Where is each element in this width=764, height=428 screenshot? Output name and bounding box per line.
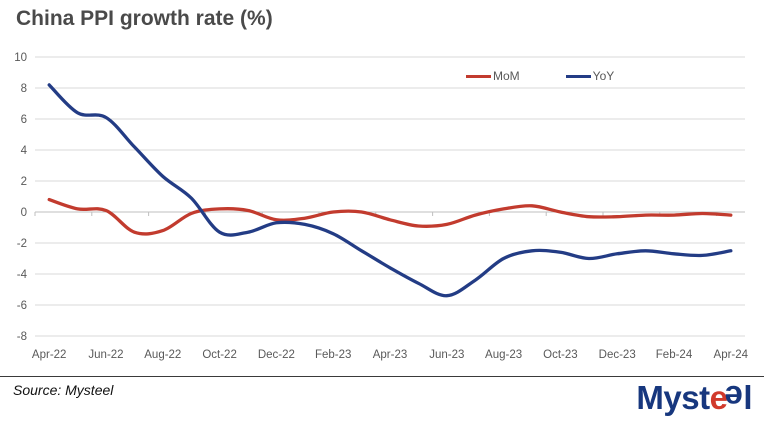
source-label: Source: Mysteel: [13, 382, 114, 398]
x-axis-label: Apr-24: [714, 349, 749, 361]
yoy-legend-label: YoY: [592, 69, 615, 83]
y-axis-label: 8: [21, 83, 27, 95]
legend-item-mom: MoM: [466, 69, 520, 83]
y-axis-label: -2: [17, 238, 27, 250]
x-axis-label: Oct-23: [543, 349, 578, 361]
yoy-series-line: [47, 83, 733, 298]
x-axis-label: Jun-22: [88, 349, 123, 361]
y-axis-label: -4: [17, 269, 28, 281]
mom-legend-label: MoM: [493, 69, 520, 83]
x-axis-label: Oct-22: [202, 349, 237, 361]
legend-item-yoy: YoY: [565, 69, 615, 83]
mom-series-line: [47, 197, 733, 236]
y-axis-label: 10: [14, 52, 27, 64]
y-axis-label: 6: [21, 114, 27, 126]
chart-legend: MoM YoY: [466, 69, 614, 83]
x-axis-label: Dec-23: [599, 349, 636, 361]
footer-divider: [0, 376, 764, 377]
mom-legend-swatch: [466, 74, 491, 78]
x-axis-label: Apr-22: [32, 349, 67, 361]
x-axis-label: Dec-22: [258, 349, 295, 361]
x-axis-label: Aug-22: [144, 349, 181, 361]
x-axis-label: Jun-23: [429, 349, 464, 361]
y-axis-label: 4: [21, 145, 28, 157]
y-axis-label: 0: [21, 207, 27, 219]
logo-e-red: e: [709, 379, 728, 416]
logo-text-prefix: Myst: [636, 379, 710, 416]
y-axis-label: 2: [21, 176, 27, 188]
logo-text-suffix: l: [743, 379, 752, 416]
x-axis-label: Feb-24: [656, 349, 693, 361]
y-axis-label: -8: [17, 331, 27, 343]
logo-e-flipped: e: [725, 379, 744, 416]
x-axis-label: Apr-23: [373, 349, 408, 361]
y-axis-label: -6: [17, 300, 27, 312]
page-title: China PPI growth rate (%): [16, 7, 273, 30]
x-axis-label: Aug-23: [485, 349, 522, 361]
yoy-legend-swatch: [565, 74, 591, 78]
mysteel-logo: Mysteel: [636, 379, 752, 416]
x-axis-label: Feb-23: [315, 349, 351, 361]
